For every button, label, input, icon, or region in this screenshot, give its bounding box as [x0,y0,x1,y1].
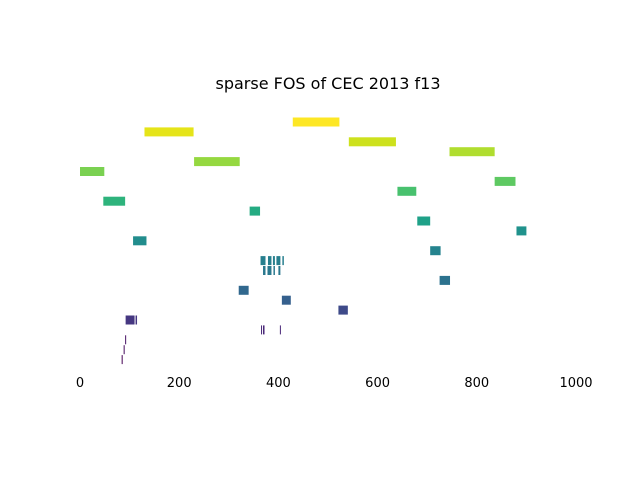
x-tick-label: 600 [365,376,390,391]
x-tick-label: 200 [167,376,192,391]
x-tick-label: 400 [266,376,291,391]
bar-row-7-segment-0 [397,186,417,196]
bar-row-21-segment-2 [279,325,281,335]
bar-row-10-segment-0 [417,216,431,226]
bar-row-14-segment-0 [260,256,266,266]
bar-row-6-segment-0 [494,176,516,186]
bar-row-20-segment-0 [125,315,135,325]
bar-row-20-segment-1 [135,315,138,325]
bar-row-0-segment-0 [292,117,340,127]
bar-row-9-segment-0 [249,206,261,216]
bar-row-14-segment-2 [272,256,275,266]
bar-row-11-segment-0 [516,226,527,236]
x-tick-label: 0 [76,376,84,391]
bar-row-15-segment-3 [278,266,281,275]
bar-row-15-segment-1 [267,266,272,275]
bar-row-18-segment-0 [281,295,291,305]
x-tick-label: 1000 [559,376,592,391]
bar-row-1-segment-0 [144,127,194,137]
bar-row-8-segment-0 [103,196,126,206]
bar-row-13-segment-0 [430,246,441,256]
bar-row-21-segment-0 [261,325,263,335]
bar-row-14-segment-4 [282,256,284,266]
bar-row-21-segment-1 [263,325,265,335]
bar-row-23-segment-0 [123,345,125,355]
bar-row-17-segment-0 [238,285,249,295]
bar-row-15-segment-2 [273,266,275,275]
bar-row-15-segment-0 [263,266,266,275]
bar-row-14-segment-1 [267,256,272,266]
bar-row-4-segment-0 [194,157,240,167]
x-tick-label: 800 [464,376,489,391]
bar-row-5-segment-0 [80,167,105,176]
bar-row-2-segment-0 [348,137,396,147]
chart-title: sparse FOS of CEC 2013 f13 [215,74,440,93]
bars-layer [80,117,527,365]
x-axis: 0 200 400 600 800 1000 [76,376,593,391]
bar-row-24-segment-0 [121,355,123,365]
bar-row-22-segment-0 [125,335,127,345]
bar-row-12-segment-0 [133,236,147,246]
bar-row-14-segment-3 [276,256,281,266]
bar-row-3-segment-0 [449,147,495,157]
bar-row-19-segment-0 [338,305,348,315]
bar-row-16-segment-0 [439,275,451,285]
